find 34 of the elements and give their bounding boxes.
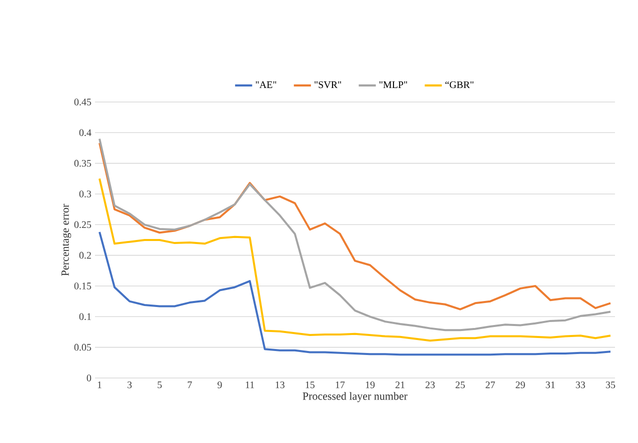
x-tick-label: 11 (246, 382, 254, 388)
y-axis-title: Percentage error (62, 204, 72, 276)
x-tick-label: 27 (486, 382, 495, 388)
y-tick-label: 0.05 (74, 344, 92, 351)
x-tick-label: 29 (516, 382, 525, 388)
y-tick-label: 0.2 (79, 252, 91, 259)
x-tick-label: 9 (218, 382, 222, 388)
x-tick-label: 13 (276, 382, 284, 388)
y-tick-label: 0.35 (74, 160, 92, 167)
y-tick-label: 0.45 (74, 98, 92, 106)
y-tick-label: 0.4 (79, 129, 92, 136)
x-tick-label: 15 (306, 382, 315, 388)
y-tick-label: 0.3 (79, 190, 92, 198)
x-axis-title: Processed layer number (302, 392, 408, 402)
x-tick-label: 7 (188, 382, 192, 388)
y-tick-label: 0.1 (79, 313, 91, 320)
x-tick-label: 25 (456, 382, 465, 388)
x-tick-label: 17 (336, 382, 345, 388)
y-tick-label: 0.15 (74, 282, 92, 290)
x-tick-label: 23 (426, 382, 435, 388)
x-tick-label: 21 (396, 382, 404, 388)
x-tick-label: 5 (158, 382, 162, 388)
legend-label: “GBR" (445, 81, 474, 88)
x-tick-label: 1 (98, 382, 102, 388)
x-tick-label: 31 (546, 382, 555, 388)
y-tick-label: 0.25 (74, 221, 92, 228)
x-tick-label: 3 (128, 382, 132, 388)
legend-label: "AE" (256, 81, 276, 88)
x-tick-label: 33 (576, 382, 586, 388)
legend-label: "SVR" (314, 81, 342, 88)
x-tick-label: 35 (606, 382, 616, 388)
legend-label: "MLP" (380, 81, 408, 88)
y-tick-label: 0 (86, 374, 92, 382)
x-tick-label: 19 (366, 382, 375, 388)
